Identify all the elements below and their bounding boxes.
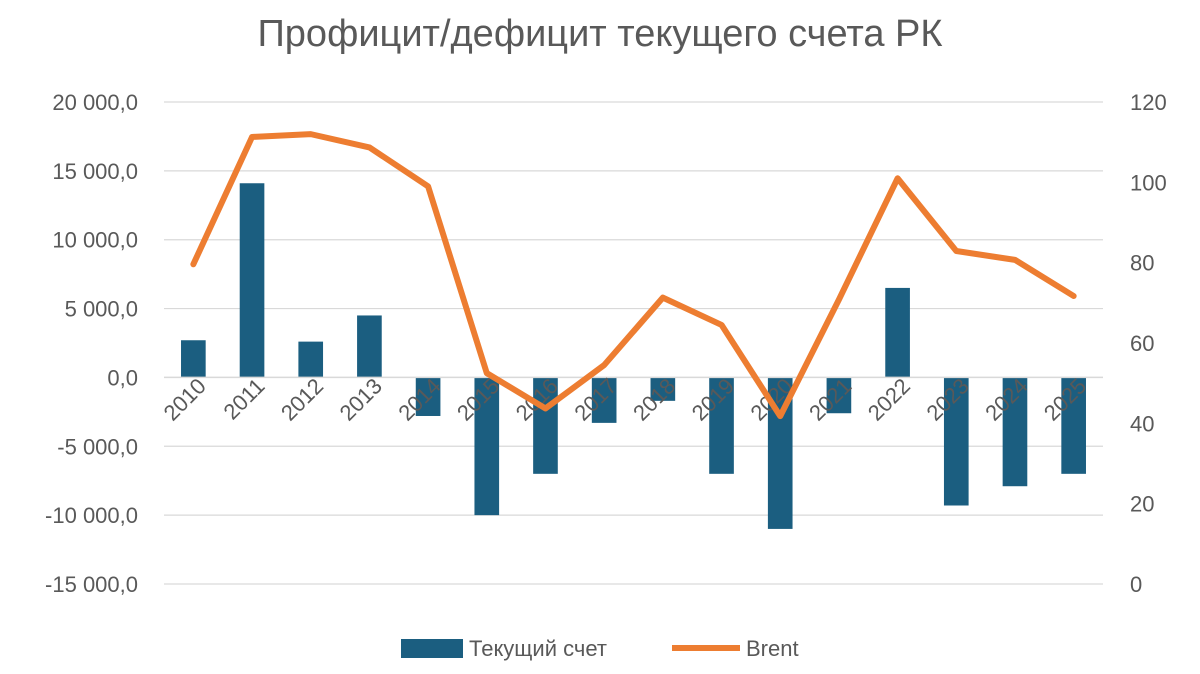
- right-tick-label: 60: [1130, 331, 1154, 356]
- bar-2021: [826, 377, 852, 414]
- brent-line: [190, 131, 1077, 420]
- bar-2019: [709, 377, 734, 474]
- right-tick-label: 120: [1130, 90, 1167, 115]
- bar-2025: [1061, 377, 1086, 474]
- left-tick-label: 0,0: [107, 365, 138, 390]
- bar-2015: [474, 377, 500, 516]
- left-tick-label: 10 000,0: [52, 228, 138, 253]
- bar-2018: [650, 377, 676, 401]
- bar-2014: [415, 377, 441, 416]
- line-series: [190, 131, 1077, 420]
- bar-2022: [885, 287, 910, 378]
- right-tick-label: 0: [1130, 572, 1142, 597]
- right-tick-label: 40: [1130, 411, 1154, 436]
- left-tick-label: 15 000,0: [52, 159, 138, 184]
- legend: Текущий счет Brent: [401, 636, 799, 661]
- left-tick-label: -10 000,0: [45, 503, 138, 528]
- bar-2023: [943, 377, 969, 506]
- bar-2011: [239, 183, 265, 378]
- bar-2016: [533, 377, 558, 474]
- right-tick-label: 100: [1130, 170, 1167, 195]
- bar-series: [181, 183, 1086, 529]
- left-tick-label: -15 000,0: [45, 572, 138, 597]
- bar-2017: [591, 377, 617, 423]
- bar-2010: [181, 340, 206, 378]
- bar-2013: [357, 315, 382, 378]
- left-axis: -15 000,0 -10 000,0 -5 000,0 0,0 5 000,0 10 0…: [45, 90, 138, 597]
- left-tick-label: 5 000,0: [65, 297, 138, 322]
- bar-2024: [1002, 377, 1028, 487]
- right-tick-label: 80: [1130, 251, 1154, 276]
- bar-2012: [298, 341, 324, 378]
- right-axis: 0 20 40 60 80 100 120: [1130, 90, 1167, 597]
- legend-swatch-bar: [401, 639, 463, 658]
- legend-label-line: Brent: [746, 636, 799, 661]
- left-tick-label: -5 000,0: [57, 434, 138, 459]
- left-tick-label: 20 000,0: [52, 90, 138, 115]
- legend-label-bar: Текущий счет: [469, 636, 607, 661]
- chart-title: Профицит/дефицит текущего счета РК: [257, 13, 942, 55]
- right-tick-label: 20: [1130, 492, 1154, 517]
